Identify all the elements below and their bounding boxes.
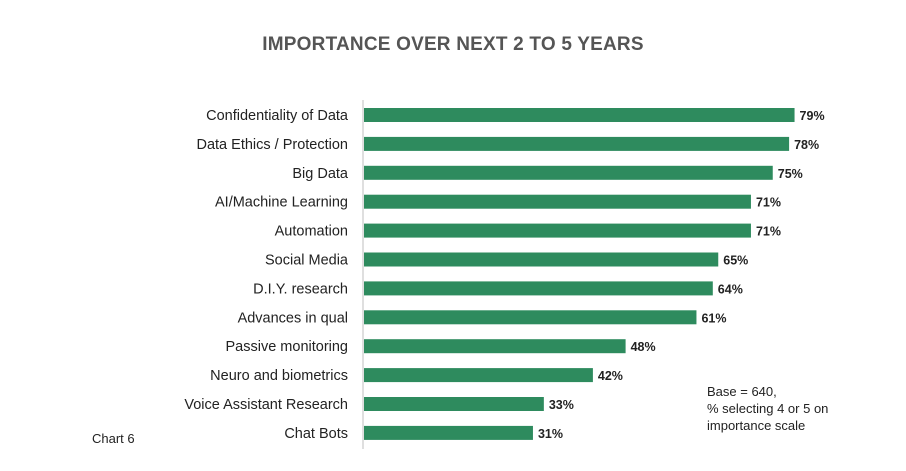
- category-label: Passive monitoring: [226, 339, 349, 355]
- bar: [364, 310, 697, 325]
- value-label: 79%: [800, 109, 825, 123]
- value-label: 71%: [756, 225, 781, 239]
- bar: [364, 165, 773, 180]
- chart-title: IMPORTANCE OVER NEXT 2 TO 5 YEARS: [262, 34, 644, 55]
- category-label: Advances in qual: [238, 310, 348, 326]
- category-label: Social Media: [265, 253, 349, 269]
- base-note: Base = 640, % selecting 4 or 5 on import…: [707, 383, 828, 434]
- value-label: 33%: [549, 398, 574, 412]
- category-label: Automation: [275, 224, 348, 240]
- value-label: 48%: [631, 340, 656, 354]
- bar: [364, 136, 790, 151]
- category-label: Chat Bots: [284, 426, 348, 442]
- category-label: Voice Assistant Research: [184, 397, 348, 413]
- value-label: 64%: [718, 282, 743, 296]
- base-note-line-2: % selecting 4 or 5 on: [707, 401, 829, 416]
- bar: [364, 252, 719, 267]
- value-label: 61%: [701, 311, 726, 325]
- bar: [364, 223, 751, 238]
- value-label: 75%: [778, 167, 803, 181]
- bar: [364, 425, 533, 440]
- bar: [364, 339, 626, 354]
- base-note-line-3: importance scale: [707, 418, 806, 433]
- bar: [364, 194, 751, 209]
- value-label: 31%: [538, 427, 563, 441]
- bar: [364, 368, 593, 383]
- bar: [364, 281, 713, 296]
- value-label: 65%: [723, 254, 748, 268]
- category-label: Big Data: [292, 166, 349, 182]
- value-label: 42%: [598, 369, 623, 383]
- value-label: 78%: [794, 138, 819, 152]
- bar: [364, 108, 795, 122]
- base-note-line-1: Base = 640,: [707, 384, 777, 399]
- bars-layer: Confidentiality of Data 79% Data Ethics / …: [184, 108, 825, 442]
- category-label: Neuro and biometrics: [210, 368, 348, 384]
- bar: [364, 397, 544, 411]
- category-label: Data Ethics / Protection: [196, 137, 348, 153]
- value-label: 71%: [756, 196, 781, 210]
- category-label: Confidentiality of Data: [206, 108, 349, 124]
- chart-number: Chart 6: [92, 431, 135, 446]
- category-label: D.I.Y. research: [253, 281, 348, 297]
- category-label: AI/Machine Learning: [215, 195, 348, 211]
